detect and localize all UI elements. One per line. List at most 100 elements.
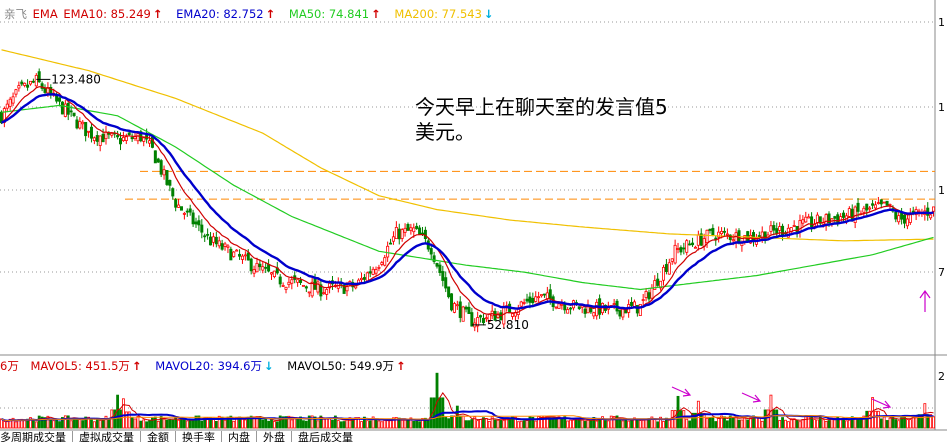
tab-amount[interactable]: 金额 (140, 431, 175, 442)
volume-bar (69, 420, 73, 429)
candle-body (58, 97, 62, 102)
candle-body (644, 290, 648, 298)
tab-virtual-volume[interactable]: 虚拟成交量 (72, 431, 140, 442)
candle-body (104, 131, 108, 140)
candle-body (479, 315, 483, 318)
candle-body (638, 303, 642, 316)
candle-body (194, 221, 198, 225)
volume-bar (284, 416, 288, 429)
volume-bar (894, 419, 898, 429)
candle-body (389, 242, 393, 245)
volume-bar (313, 416, 317, 429)
volume-bar (644, 419, 648, 429)
volume-bar (432, 397, 436, 429)
candle-body (873, 204, 877, 209)
candle-body (769, 225, 773, 232)
volume-bar (371, 416, 375, 429)
volume-bar (0, 418, 3, 429)
volume-bar (479, 419, 482, 429)
candle-body (281, 285, 285, 287)
tab-multi-period-volume[interactable]: 多周期成交量 (0, 431, 66, 442)
volume-bar (421, 418, 424, 429)
volume-bar (55, 419, 59, 429)
candle-body (682, 247, 686, 250)
candle-body (711, 227, 715, 236)
ema10-arrow-icon: ↑ (152, 7, 163, 21)
volume-bar (813, 419, 816, 429)
candle-body (871, 203, 875, 206)
tab-inner-volume[interactable]: 内盘 (221, 431, 256, 442)
volume-bar (557, 416, 561, 429)
candle-body (206, 233, 210, 236)
volume-bar (168, 418, 172, 429)
candle-body (885, 200, 889, 206)
candle-body (592, 312, 596, 317)
volume-bar (249, 415, 253, 429)
volume-bar (522, 420, 526, 429)
volume-bar (380, 421, 384, 429)
volume-bar (426, 420, 430, 429)
candle-body (243, 254, 247, 257)
candle-body (368, 271, 372, 274)
candle-body (43, 87, 47, 93)
right-axis-label: 1 (938, 184, 945, 197)
candle-body (63, 103, 67, 117)
volume-bar (287, 415, 291, 429)
candle-body (641, 299, 645, 301)
volume-bar (586, 419, 590, 429)
candle-body (188, 208, 192, 213)
volume-bar (476, 420, 480, 429)
main-legend: 亲飞 EMA EMA10: 85.249 ↑ EMA20: 82.752 ↑ MA5… (4, 7, 496, 21)
tab-outer-volume[interactable]: 外盘 (256, 431, 291, 442)
volume-bar (127, 411, 131, 429)
volume-bar (624, 418, 628, 429)
volume-bar (78, 419, 82, 429)
candle-body (246, 252, 250, 261)
candle-body (177, 204, 181, 208)
volume-bar (679, 410, 683, 429)
volume-bar (281, 416, 285, 429)
volume-bar (130, 416, 134, 429)
candle-body (261, 266, 265, 271)
tab-turnover[interactable]: 换手率 (175, 431, 221, 442)
candle-body (583, 308, 587, 314)
price-annotations: 123.480 52.810 (36, 72, 931, 332)
candle-body (391, 236, 395, 242)
volume-bar (241, 418, 244, 429)
volume-bar (180, 419, 183, 429)
candle-body (688, 243, 692, 246)
candle-body (537, 296, 541, 299)
candle-body (377, 266, 381, 269)
tab-after-hours-volume[interactable]: 盘后成交量 (291, 431, 359, 442)
chat-annotation: 今天早上在聊天室的发言值5 美元。 (415, 95, 755, 145)
volume-bar (534, 420, 538, 429)
candle-body (415, 225, 419, 229)
volume-bar (316, 420, 320, 429)
volume-bar (795, 419, 799, 429)
volume-bar (423, 417, 427, 429)
candle-body (534, 296, 538, 302)
volume-bar (572, 419, 575, 429)
volume-bar (464, 420, 468, 429)
volume-bar (760, 420, 764, 429)
candle-body (879, 199, 883, 205)
volume-bar (450, 415, 453, 429)
candle-body (757, 235, 761, 238)
volume-bar (386, 420, 390, 429)
volume-bar (304, 420, 308, 429)
candle-body (589, 308, 593, 313)
volume-bar (592, 417, 596, 429)
volume-bar (415, 420, 419, 429)
legend-ema10: EMA10: 85.249 (63, 7, 151, 21)
volume-bar (191, 419, 195, 429)
right-axis-labels: 1 1 1 7 2 (938, 16, 945, 383)
candle-body (905, 218, 909, 227)
up-arrow-icon (919, 289, 931, 312)
volume-bar (98, 420, 102, 429)
volume-bar (740, 419, 744, 429)
candle-body (69, 110, 73, 113)
volume-bar (574, 419, 578, 429)
volume-bar (52, 420, 56, 429)
volume-bar (136, 415, 140, 429)
volume-bar (46, 415, 50, 429)
